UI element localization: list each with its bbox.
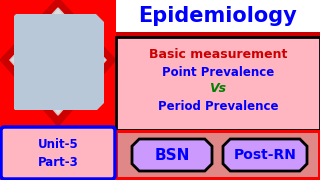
Polygon shape — [0, 0, 30, 30]
Polygon shape — [10, 8, 106, 115]
Polygon shape — [82, 95, 112, 125]
Text: Vs: Vs — [209, 82, 227, 96]
FancyBboxPatch shape — [1, 127, 115, 179]
Text: Post-RN: Post-RN — [234, 148, 296, 162]
Text: Unit-5
Part-3: Unit-5 Part-3 — [38, 138, 78, 168]
FancyBboxPatch shape — [116, 32, 320, 37]
Polygon shape — [132, 139, 212, 171]
Text: Period Prevalence: Period Prevalence — [158, 100, 278, 114]
Polygon shape — [4, 2, 112, 122]
FancyBboxPatch shape — [14, 14, 104, 110]
Text: Point Prevalence: Point Prevalence — [162, 66, 274, 80]
FancyBboxPatch shape — [116, 37, 320, 130]
FancyBboxPatch shape — [118, 133, 318, 177]
Text: Epidemiology: Epidemiology — [139, 6, 297, 26]
Text: BSN: BSN — [154, 147, 190, 163]
FancyBboxPatch shape — [116, 0, 320, 32]
Polygon shape — [0, 95, 30, 125]
Polygon shape — [223, 139, 307, 171]
Text: Basic measurement: Basic measurement — [149, 48, 287, 62]
FancyBboxPatch shape — [116, 130, 320, 180]
Polygon shape — [82, 0, 112, 30]
